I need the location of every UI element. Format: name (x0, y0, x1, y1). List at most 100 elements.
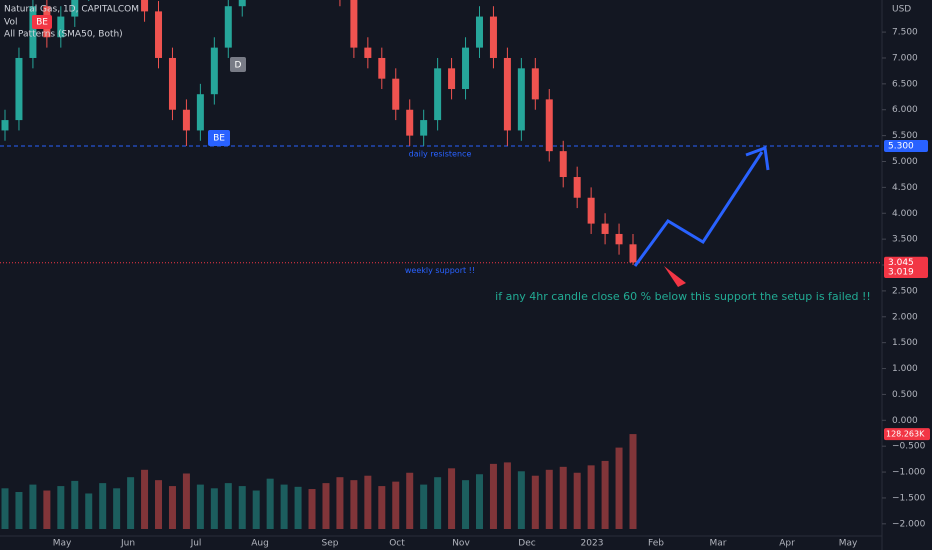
x-tick-label: Feb (648, 539, 664, 549)
candle-body (1, 120, 9, 131)
candle-body (629, 244, 637, 263)
pointer-arrow (664, 266, 686, 287)
candle-body (71, 0, 79, 17)
volume-bar (238, 486, 246, 529)
x-tick-label: 2023 (581, 539, 604, 549)
volume-bar (85, 493, 93, 529)
y-tick-label: 3.500 (892, 235, 918, 245)
volume-bar (434, 477, 442, 529)
volume-bar (113, 488, 121, 529)
x-tick-label: Nov (452, 539, 470, 549)
price-tag-label: 128.263K (886, 430, 925, 439)
badge-label: BE (213, 134, 225, 144)
volume-bar (71, 480, 79, 529)
candle-body (15, 57, 23, 121)
volume-bar (587, 465, 595, 529)
volume-bar (517, 471, 525, 529)
volume-bar (462, 480, 470, 529)
volume-bar (406, 472, 414, 529)
candle-body (489, 16, 497, 58)
candle-body (378, 57, 386, 79)
candle-body (475, 16, 483, 48)
volume-bar (29, 484, 37, 529)
volume-bar (420, 484, 428, 529)
price-tag (884, 428, 930, 441)
y-tick-label: 7.500 (892, 28, 918, 38)
y-tick-label: 1.000 (892, 364, 918, 374)
x-tick-label: Oct (389, 539, 405, 549)
annotation: if any 4hr candle close 60 % below this … (495, 290, 871, 303)
plot (0, 0, 882, 529)
candle-body (503, 57, 511, 131)
y-tick-label: 7.000 (892, 53, 918, 63)
volume-bar (252, 490, 260, 529)
x-tick-label: May (839, 539, 858, 549)
support-label: weekly support !! (405, 266, 475, 275)
y-tick-label: 0.000 (892, 416, 918, 426)
projection-arrowhead (745, 145, 770, 171)
y-tick-label: −0.500 (892, 442, 926, 452)
y-tick-label: 2.500 (892, 286, 918, 296)
price-tag-label: 3.045 (888, 258, 914, 268)
candle-body (420, 120, 428, 136)
volume-bar (127, 477, 135, 529)
volume-bar (503, 462, 511, 529)
price-tag (884, 266, 928, 279)
y-tick-label: −1.000 (892, 468, 926, 478)
badge (208, 130, 230, 146)
y-tick-label: 0.500 (892, 390, 918, 400)
candle-body (168, 57, 176, 110)
y-tick-label: 4.000 (892, 209, 918, 219)
candle-body (462, 47, 470, 90)
volume-bar (99, 483, 107, 529)
volume-bar (280, 484, 288, 529)
volume-bar (392, 481, 400, 529)
price-tag-label: 5.300 (888, 141, 914, 151)
candle-body (155, 11, 163, 58)
y-tick-label: 6.500 (892, 79, 918, 89)
x-tick-label: Jul (190, 539, 202, 549)
volume-bar (308, 489, 316, 529)
volume-bar (1, 488, 9, 529)
x-tick-label: Jun (120, 539, 135, 549)
volume-bar (573, 472, 581, 529)
x-tick-label: Mar (710, 539, 727, 549)
candle-body (601, 223, 609, 234)
candle-body (573, 177, 581, 198)
volume-bar (336, 477, 344, 529)
y-tick-label: 4.500 (892, 183, 918, 193)
x-tick-label: Dec (518, 539, 535, 549)
volume-bar (475, 474, 483, 529)
candle-body (196, 94, 204, 131)
legend-title: Natural Gas, 1D, CAPITALCOM (4, 5, 139, 15)
candle-body (615, 233, 623, 245)
y-tick-label: −1.500 (892, 493, 926, 503)
candle-body (392, 78, 400, 110)
volume-bar (182, 473, 190, 529)
x-tick-label: Aug (251, 539, 269, 549)
volume-bar (615, 447, 623, 529)
candle-body (210, 47, 218, 95)
candle-body (559, 151, 567, 178)
legend-patterns: All Patterns (SMA50, Both) (4, 30, 123, 40)
volume-bar (168, 486, 176, 529)
volume-bar (545, 469, 553, 529)
resistance-label: daily resistence (409, 149, 472, 158)
y-tick-label: −2.000 (892, 519, 926, 529)
volume-bar (350, 480, 358, 529)
badge-label: D (235, 61, 242, 71)
price-tag-label: 3.019 (888, 268, 914, 278)
volume-bar (322, 483, 330, 529)
y-tick-label: 1.500 (892, 338, 918, 348)
candle-body (587, 197, 595, 224)
volume-bar (294, 486, 302, 529)
volume-bar (448, 468, 456, 529)
badge (230, 57, 246, 72)
price-tag (884, 256, 928, 269)
candle-body (364, 47, 372, 58)
badge-label: BE (36, 18, 48, 28)
candle-body (224, 6, 232, 48)
candle-body (545, 99, 553, 152)
y-tick-label: 5.000 (892, 157, 918, 167)
currency: USD (892, 5, 911, 15)
